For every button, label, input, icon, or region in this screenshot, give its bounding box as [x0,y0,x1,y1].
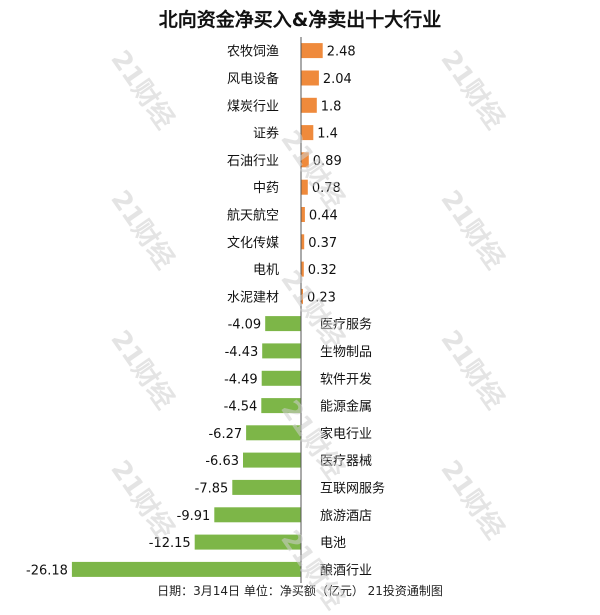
value-label: 2.04 [323,72,352,87]
category-label: 文化传媒 [227,236,279,251]
value-label: -7.85 [195,481,229,496]
value-label: -6.27 [208,427,242,442]
bar-11 [265,316,301,332]
value-label: -4.54 [224,400,258,415]
value-label: -12.15 [149,536,191,551]
bar-2 [301,70,319,86]
value-label: -26.18 [26,563,68,578]
category-label: 旅游酒店 [320,509,372,524]
value-label: 0.37 [308,236,337,251]
bar-15 [246,425,301,441]
category-label: 风电设备 [227,71,279,87]
value-label: -4.09 [228,318,262,333]
category-label: 互联网服务 [320,480,385,496]
value-label: -4.49 [224,372,258,387]
bar-20 [71,561,302,577]
bar-chart: 农牧饲渔 2.48 风电设备 2.04 煤炭行业 1.8 证券 1.4 石油行业 0.89 中药 0.… [26,37,385,583]
value-label: 0.23 [307,290,336,305]
category-label: 水泥建材 [227,290,279,305]
category-label: 煤炭行业 [227,99,279,114]
value-label: 0.44 [309,208,338,223]
category-label: 医疗器械 [320,454,372,469]
value-label: 2.48 [327,45,356,60]
category-label: 航天航空 [227,207,279,223]
category-label: 能源金属 [320,399,372,415]
category-label: 家电行业 [320,426,372,442]
category-label: 石油行业 [227,154,279,169]
bar-16 [243,452,301,468]
bar-13 [261,370,301,386]
bar-1 [301,43,323,59]
bar-17 [232,479,301,495]
bar-5 [301,152,309,168]
value-label: 0.78 [312,181,341,196]
bar-14 [261,398,301,414]
bar-19 [194,534,301,550]
bar-3 [301,97,317,113]
chart-title: 北向资金净买入&净卖出十大行业 [158,9,442,31]
value-label: -4.43 [225,345,259,360]
bar-12 [262,343,301,359]
bar-6 [301,179,308,195]
bar-7 [301,207,305,222]
value-label: -9.91 [177,509,211,524]
bar-9 [301,261,304,277]
category-label: 生物制品 [320,345,372,360]
value-label: 0.89 [313,154,342,169]
value-label: 1.8 [321,99,342,114]
category-label: 医疗服务 [320,317,372,333]
bar-4 [301,125,314,141]
category-label: 农牧饲渔 [227,45,279,60]
category-label: 软件开发 [320,371,372,387]
category-label: 电机 [253,263,279,278]
value-label: 0.32 [308,263,337,278]
bar-18 [214,507,301,523]
bar-8 [301,234,305,250]
value-label: 1.4 [317,127,338,142]
value-label: -6.63 [205,454,239,469]
category-label: 酿酒行业 [320,562,372,578]
bar-10 [301,288,303,304]
category-label: 证券 [253,126,279,142]
category-label: 中药 [253,181,279,196]
category-label: 电池 [320,536,346,551]
chart-footer-note: 日期：3月14日 单位：净买额（亿元） 21投资通制图 [157,584,443,598]
